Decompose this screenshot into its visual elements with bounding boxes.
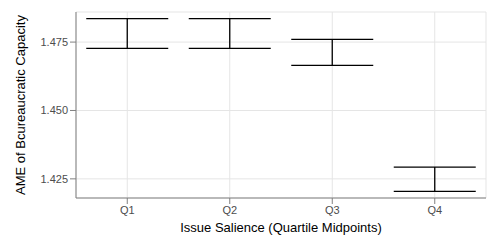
- svg-text:Q1: Q1: [120, 204, 135, 216]
- svg-text:1.475: 1.475: [40, 36, 68, 48]
- svg-text:Q2: Q2: [222, 204, 237, 216]
- svg-text:Q3: Q3: [325, 204, 340, 216]
- svg-text:AME of Bcureaucratic Capacity: AME of Bcureaucratic Capacity: [13, 15, 28, 195]
- svg-text:Q4: Q4: [427, 204, 442, 216]
- svg-text:Issue Salience (Quartile Midpo: Issue Salience (Quartile Midpoints): [180, 220, 382, 235]
- svg-text:1.450: 1.450: [40, 104, 68, 116]
- svg-text:1.425: 1.425: [40, 173, 68, 185]
